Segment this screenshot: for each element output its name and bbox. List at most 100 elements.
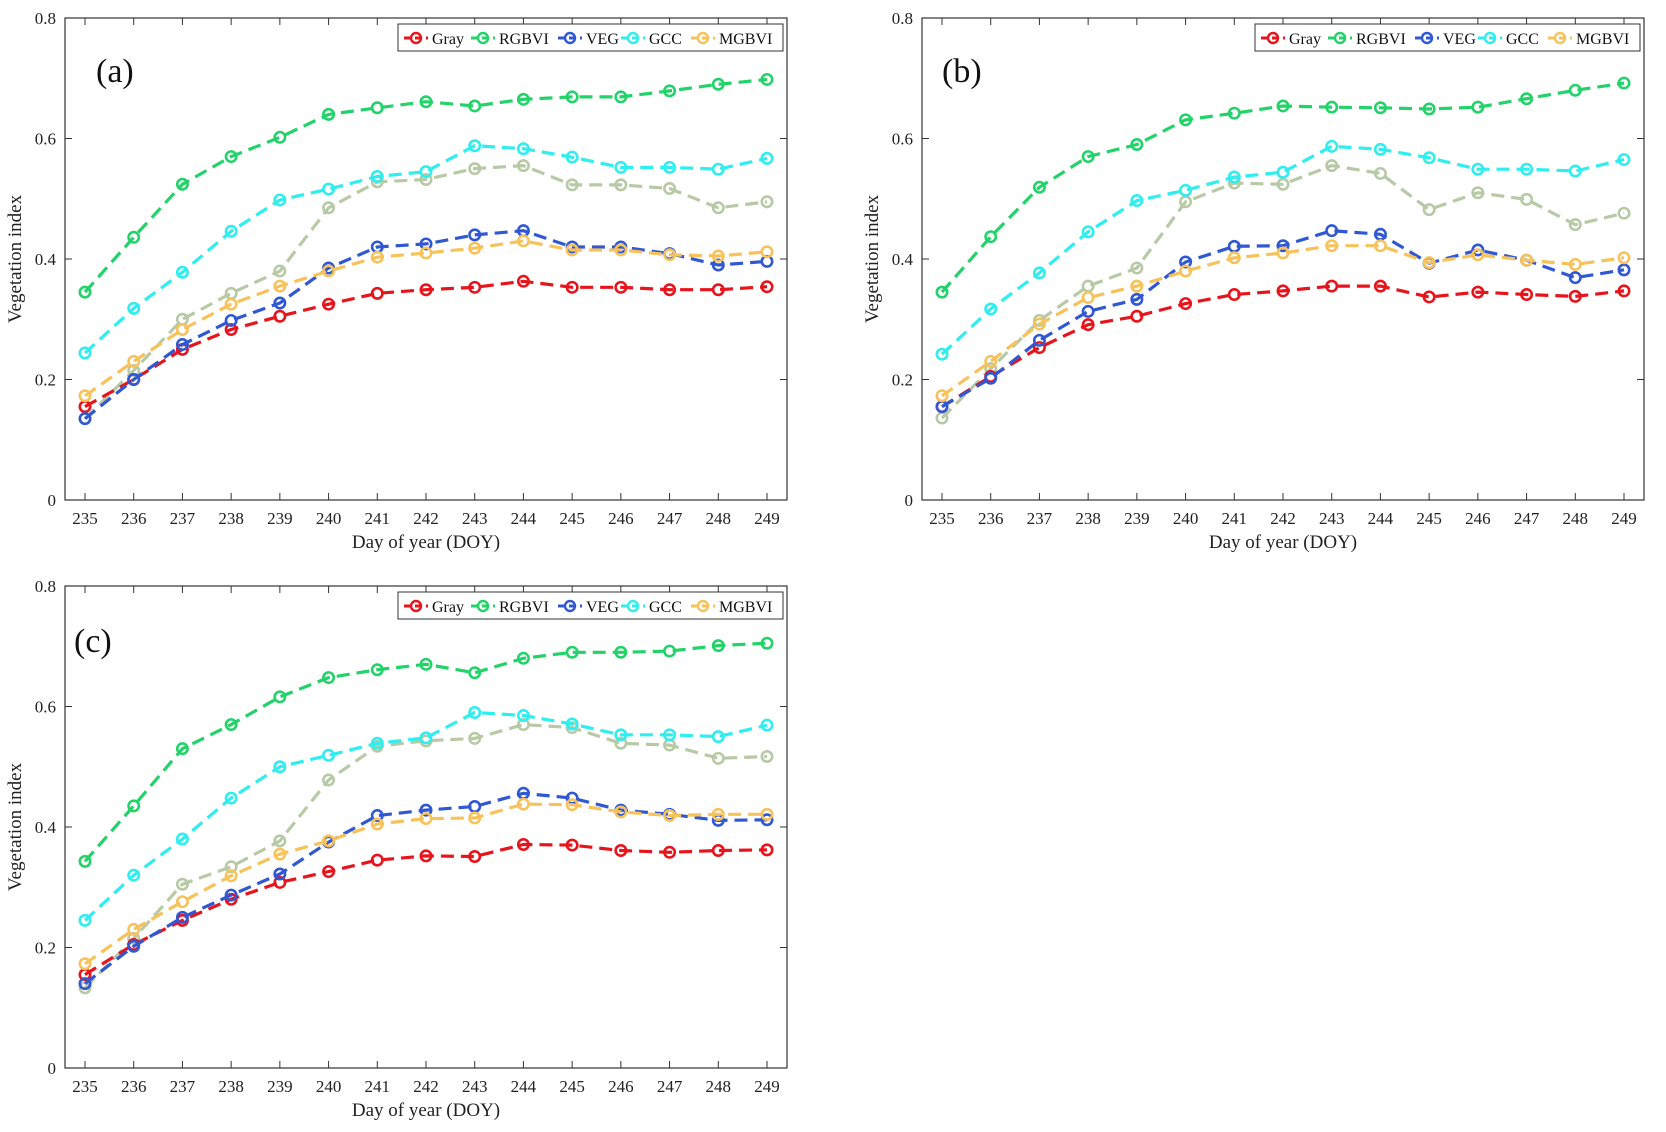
- point-rgbvi: [760, 636, 774, 650]
- point-rgbvi: [711, 77, 725, 91]
- point-mgbvi: [1227, 251, 1241, 265]
- point-gcc: [419, 165, 433, 179]
- point-unlabeled: [1276, 177, 1290, 191]
- point-gcc: [273, 193, 287, 207]
- point-gray: [1568, 289, 1582, 303]
- x-tick-label: 238: [218, 509, 244, 528]
- point-mgbvi: [760, 807, 774, 821]
- series-line-unlabeled: [83, 164, 768, 420]
- point-veg: [127, 939, 141, 953]
- legend-label-gray: Gray: [432, 31, 464, 48]
- point-unlabeled: [760, 750, 774, 764]
- y-tick-label: 0.4: [35, 250, 57, 269]
- point-mgbvi: [1179, 264, 1193, 278]
- point-gcc: [419, 731, 433, 745]
- point-gray: [1617, 284, 1631, 298]
- point-gray: [663, 283, 677, 297]
- point-gcc: [127, 868, 141, 882]
- x-tick-label: 241: [365, 1077, 391, 1096]
- x-tick-label: 238: [218, 1077, 244, 1096]
- point-mgbvi: [1130, 279, 1144, 293]
- legend-label-gray: Gray: [432, 599, 464, 616]
- point-mgbvi: [614, 243, 628, 257]
- point-veg: [1325, 224, 1339, 238]
- x-tick-label: 245: [559, 509, 585, 528]
- legend-marker-gray: [1266, 31, 1280, 45]
- point-gcc: [1325, 139, 1339, 153]
- point-gcc: [127, 301, 141, 315]
- point-mgbvi: [1471, 248, 1485, 262]
- panel-label: (b): [942, 53, 982, 90]
- point-gcc: [175, 832, 189, 846]
- point-gcc: [711, 730, 725, 744]
- point-veg: [224, 313, 238, 327]
- point-gray: [1179, 297, 1193, 311]
- point-rgbvi: [1325, 100, 1339, 114]
- legend-box: [397, 23, 784, 52]
- x-tick-label: 245: [1416, 509, 1442, 528]
- legend-marker-veg: [563, 31, 577, 45]
- point-gray: [1325, 279, 1339, 293]
- point-mgbvi: [711, 807, 725, 821]
- legend-label-veg: VEG: [1443, 31, 1476, 48]
- x-tick-label: 241: [1222, 509, 1248, 528]
- point-mgbvi: [175, 895, 189, 909]
- point-gray: [711, 843, 725, 857]
- point-mgbvi: [1422, 256, 1436, 270]
- y-tick-label: 0.8: [35, 577, 56, 596]
- legend-marker-rgbvi: [476, 599, 490, 613]
- point-mgbvi: [322, 264, 336, 278]
- y-tick-label: 0.2: [35, 371, 56, 390]
- point-unlabeled: [516, 718, 530, 732]
- x-tick-label: 248: [706, 509, 732, 528]
- point-rgbvi: [1276, 99, 1290, 113]
- x-tick-label: 237: [170, 1077, 196, 1096]
- point-unlabeled: [273, 834, 287, 848]
- x-tick-label: 249: [754, 509, 780, 528]
- x-axis-title: Day of year (DOY): [352, 532, 500, 553]
- point-mgbvi: [1032, 317, 1046, 331]
- y-tick-label: 0.2: [35, 939, 56, 958]
- point-gray: [322, 865, 336, 879]
- legend-label-mgbvi: MGBVI: [719, 31, 772, 48]
- point-mgbvi: [516, 797, 530, 811]
- point-veg: [175, 910, 189, 924]
- point-gcc: [322, 182, 336, 196]
- point-veg: [370, 809, 384, 823]
- point-gray: [1130, 309, 1144, 323]
- chart-panel-1: 0 0.2 0.4 0.6 0.8 235 236 237 238 239 240 241 242 243…: [5, 9, 788, 553]
- point-unlabeled: [614, 736, 628, 750]
- point-mgbvi: [224, 297, 238, 311]
- point-rgbvi: [224, 150, 238, 164]
- point-rgbvi: [127, 799, 141, 813]
- point-gray: [1227, 288, 1241, 302]
- point-mgbvi: [663, 809, 677, 823]
- x-tick-label: 236: [121, 509, 147, 528]
- point-unlabeled: [614, 178, 628, 192]
- y-axis-title: Vegetation index: [862, 194, 883, 323]
- point-unlabeled: [711, 751, 725, 765]
- point-veg: [273, 296, 287, 310]
- point-gcc: [224, 224, 238, 238]
- point-rgbvi: [468, 99, 482, 113]
- point-rgbvi: [516, 651, 530, 665]
- point-gray: [419, 283, 433, 297]
- point-mgbvi: [1520, 253, 1534, 267]
- point-rgbvi: [1032, 180, 1046, 194]
- point-gcc: [1179, 183, 1193, 197]
- x-tick-label: 243: [462, 509, 488, 528]
- point-rgbvi: [1520, 92, 1534, 106]
- point-mgbvi: [663, 248, 677, 262]
- point-gray: [419, 849, 433, 863]
- point-gcc: [1568, 164, 1582, 178]
- point-mgbvi: [468, 241, 482, 255]
- x-tick-label: 237: [1027, 509, 1053, 528]
- point-gcc: [468, 139, 482, 153]
- point-rgbvi: [273, 130, 287, 144]
- legend-marker-rgbvi: [476, 31, 490, 45]
- point-rgbvi: [935, 285, 949, 299]
- legend-marker-gcc: [626, 31, 640, 45]
- panel-label: (a): [96, 53, 134, 90]
- x-tick-label: 247: [657, 1077, 683, 1096]
